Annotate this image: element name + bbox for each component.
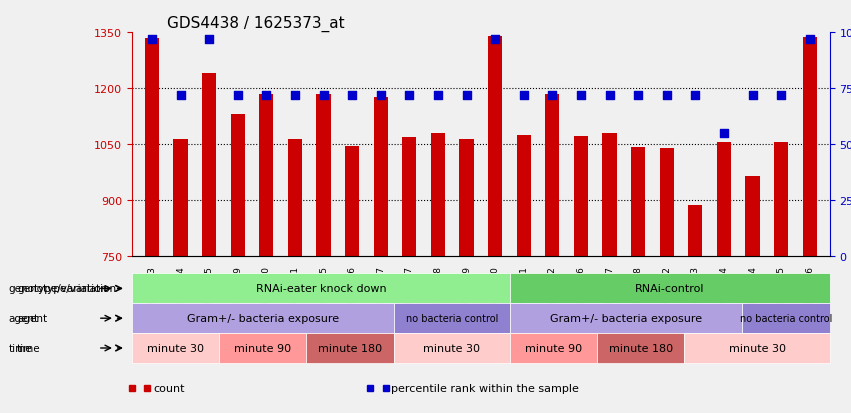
Bar [317, 95, 331, 256]
Text: minute 30: minute 30 [423, 343, 480, 353]
Text: Gram+/- bacteria exposure: Gram+/- bacteria exposure [550, 313, 702, 323]
Bar [145, 39, 159, 256]
Point [146, 36, 159, 43]
Bar [774, 143, 788, 256]
Point [802, 36, 816, 43]
Bar [260, 95, 273, 256]
Point [745, 92, 759, 99]
Point [774, 92, 788, 99]
Bar [631, 147, 645, 256]
Text: minute 90: minute 90 [525, 343, 582, 353]
Text: RNAi-control: RNAi-control [635, 284, 705, 294]
Bar [202, 74, 216, 256]
Point [460, 92, 473, 99]
Text: no bacteria control: no bacteria control [740, 313, 832, 323]
Point [374, 92, 387, 99]
Bar [660, 148, 674, 256]
Point [231, 92, 244, 99]
Bar [545, 95, 559, 256]
Bar [603, 133, 617, 256]
Point [174, 92, 187, 99]
Point [317, 92, 330, 99]
Bar [745, 176, 760, 256]
Point [517, 92, 530, 99]
Text: minute 90: minute 90 [234, 343, 291, 353]
Point [403, 92, 416, 99]
Point [688, 92, 702, 99]
Point [488, 36, 502, 43]
Bar [802, 38, 817, 256]
Text: minute 30: minute 30 [147, 343, 204, 353]
Text: agent: agent [17, 313, 47, 323]
Bar [431, 134, 445, 256]
Text: GDS4438 / 1625373_at: GDS4438 / 1625373_at [167, 16, 345, 32]
Bar [174, 140, 188, 256]
Text: no bacteria control: no bacteria control [406, 313, 498, 323]
Text: genotype/variation: genotype/variation [17, 284, 116, 294]
Bar [231, 115, 245, 256]
Bar [374, 98, 388, 256]
Text: minute 30: minute 30 [728, 343, 785, 353]
Point [603, 92, 616, 99]
Text: percentile rank within the sample: percentile rank within the sample [391, 383, 580, 393]
Text: agent: agent [9, 313, 38, 323]
Point [660, 92, 673, 99]
Bar [517, 136, 531, 256]
Text: RNAi-eater knock down: RNAi-eater knock down [255, 284, 386, 294]
Point [203, 36, 216, 43]
Bar [345, 147, 359, 256]
Point [431, 92, 445, 99]
Point [574, 92, 588, 99]
Point [288, 92, 302, 99]
Text: minute 180: minute 180 [608, 343, 673, 353]
Bar [717, 143, 731, 256]
Point [260, 92, 273, 99]
Text: count: count [153, 383, 185, 393]
Text: Gram+/- bacteria exposure: Gram+/- bacteria exposure [186, 313, 339, 323]
Text: time: time [9, 343, 32, 353]
Bar [288, 140, 302, 256]
Point [545, 92, 559, 99]
Text: time: time [17, 343, 41, 353]
Bar [403, 138, 416, 256]
Point [717, 130, 731, 137]
Bar [460, 140, 474, 256]
Text: genotype/variation: genotype/variation [9, 284, 107, 294]
Text: minute 180: minute 180 [318, 343, 382, 353]
Point [346, 92, 359, 99]
Bar [688, 206, 702, 256]
Bar [574, 137, 588, 256]
Point [631, 92, 645, 99]
Bar [488, 37, 502, 256]
